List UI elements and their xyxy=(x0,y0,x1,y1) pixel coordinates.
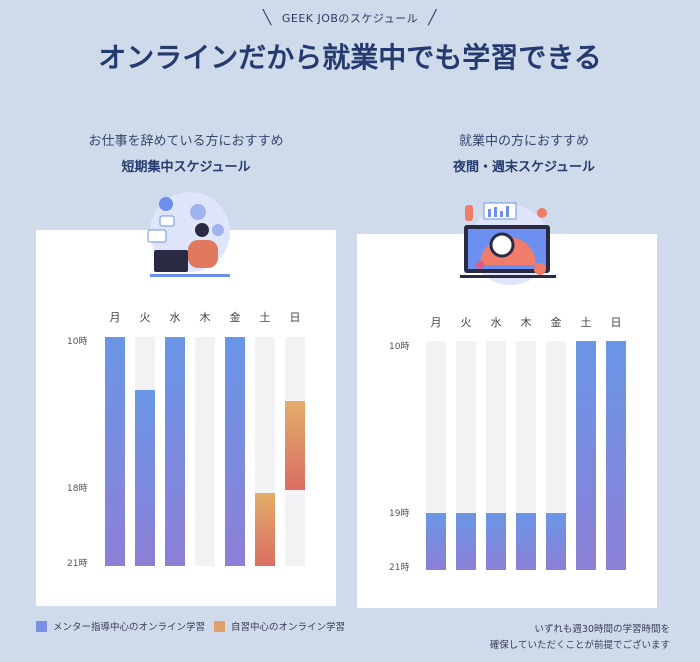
day-label: 土 xyxy=(580,316,592,329)
mentor-study-bar xyxy=(105,337,125,566)
day-track xyxy=(195,337,215,566)
time-label: 10時 xyxy=(389,342,410,352)
day-label: 火 xyxy=(139,311,151,324)
self-study-bar xyxy=(255,492,275,566)
day-label: 月 xyxy=(430,316,442,329)
mentor-study-bar xyxy=(426,512,446,570)
mentor-study-bar xyxy=(165,337,185,566)
note-line-1: いずれも週30時間の学習時間を xyxy=(534,624,670,635)
right-subtitle: 就業中の方におすすめ xyxy=(458,134,589,149)
note-line-2: 確保していただくことが前提でございます xyxy=(489,640,670,651)
mentor-study-bar xyxy=(516,512,536,570)
day-label: 金 xyxy=(229,311,241,324)
legend-mentor-label: メンター指導中心のオンライン学習 xyxy=(53,622,206,633)
right-title: 夜間・週末スケジュール xyxy=(452,160,596,175)
day-label: 土 xyxy=(259,311,271,324)
analytics-dashboard-illustration xyxy=(460,202,556,285)
time-label: 19時 xyxy=(389,509,410,519)
day-label: 水 xyxy=(169,311,181,324)
study-hours-note: いずれも週30時間の学習時間を 確保していただくことが前提でございます xyxy=(410,622,670,654)
legend-mentor-swatch xyxy=(36,620,47,632)
time-label: 18時 xyxy=(67,484,88,494)
day-label: 水 xyxy=(490,316,502,329)
day-label: 火 xyxy=(460,316,472,329)
self-study-bar xyxy=(285,401,305,491)
mentor-study-bar xyxy=(225,337,245,566)
day-label: 月 xyxy=(109,311,121,324)
left-title: 短期集中スケジュール xyxy=(121,160,251,175)
mentor-study-bar xyxy=(135,389,155,566)
mentor-study-bar xyxy=(456,512,476,570)
left-subtitle: お仕事を辞めている方におすすめ xyxy=(88,134,284,149)
mentor-study-bar xyxy=(546,512,566,570)
day-label: 日 xyxy=(289,311,301,324)
legend-self-swatch xyxy=(214,620,225,632)
time-label: 21時 xyxy=(389,563,410,573)
mentor-study-bar xyxy=(576,341,596,570)
slash-right-icon: ╱ xyxy=(428,10,438,26)
legend-mentor: メンター指導中心のオンライン学習 xyxy=(36,619,205,633)
eyebrow: ╲ GEEK JOBのスケジュール ╱ xyxy=(0,10,700,26)
slash-left-icon: ╲ xyxy=(262,10,272,26)
time-label: 10時 xyxy=(67,337,88,347)
day-label: 金 xyxy=(550,316,562,329)
day-label: 木 xyxy=(199,311,211,324)
day-label: 木 xyxy=(520,316,532,329)
time-label: 21時 xyxy=(67,559,88,569)
day-label: 日 xyxy=(610,316,622,329)
mentor-study-bar xyxy=(606,341,626,570)
eyebrow-text: GEEK JOBのスケジュール xyxy=(281,12,419,25)
legend-self-label: 自習中心のオンライン学習 xyxy=(231,622,346,633)
legend-self: 自習中心のオンライン学習 xyxy=(214,619,345,633)
page-title: オンラインだから就業中でも学習できる xyxy=(98,41,602,74)
mentor-study-bar xyxy=(486,512,506,570)
person-at-laptop-illustration xyxy=(147,192,230,277)
